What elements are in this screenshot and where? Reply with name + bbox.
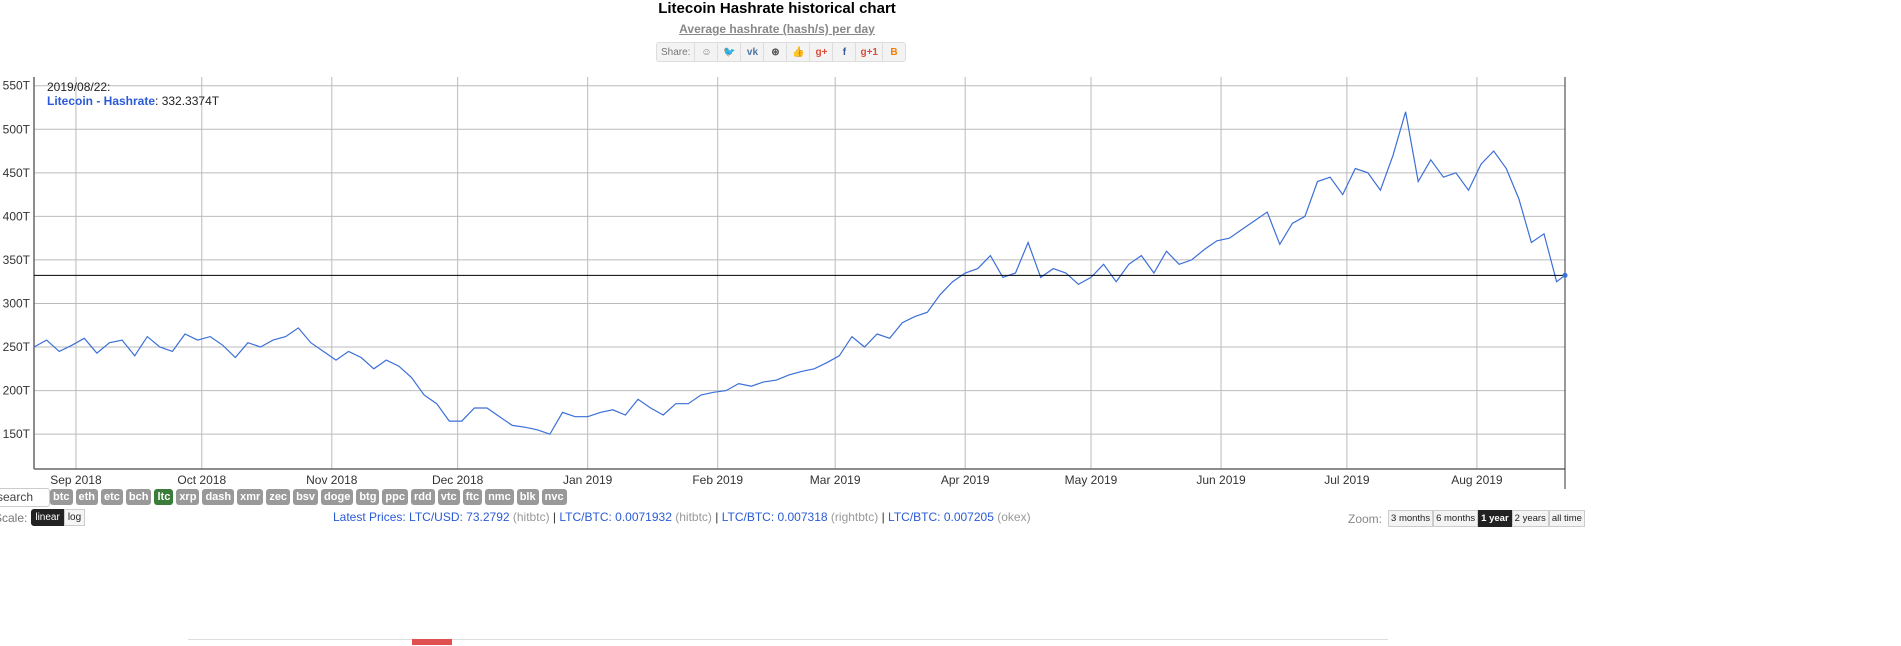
price-separator: | <box>711 510 722 524</box>
y-tick-label: 450T <box>3 166 31 180</box>
coin-selector: btc eth etc bch ltc xrp dash xmr zec bsv doge btg pp… <box>50 489 567 505</box>
share-label: Share: <box>657 43 696 61</box>
coin-button-doge[interactable]: doge <box>321 489 354 505</box>
tooltip-series: Litecoin - Hashrate <box>47 94 156 108</box>
scale-selector: Scale: linear log <box>0 509 86 526</box>
google-plus-icon[interactable]: g+ <box>810 43 834 61</box>
coin-button-dash[interactable]: dash <box>202 489 235 505</box>
scale-linear-button[interactable]: linear <box>31 509 64 526</box>
scale-label: Scale: <box>0 510 28 525</box>
google-plus-one-icon[interactable]: g+1 <box>856 43 883 61</box>
x-tick-label: Mar 2019 <box>810 473 861 487</box>
x-tick-label: Jul 2019 <box>1324 473 1370 487</box>
coin-button-ftc[interactable]: ftc <box>462 489 483 505</box>
coin-button-etc[interactable]: etc <box>101 489 123 505</box>
bottom-tab-active[interactable] <box>412 639 452 645</box>
price-source: (hitbtc) <box>512 510 550 524</box>
y-tick-label: 350T <box>3 253 31 267</box>
tooltip-value: : 332.3374T <box>155 94 220 108</box>
chart-tooltip: 2019/08/22: Litecoin - Hashrate: 332.337… <box>47 80 219 108</box>
zoom-button-3-months[interactable]: 3 months <box>1388 510 1434 527</box>
y-tick-label: 200T <box>3 384 31 398</box>
zoom-button-all-time[interactable]: all time <box>1548 510 1585 527</box>
coin-button-bsv[interactable]: bsv <box>293 489 319 505</box>
zoom-label: Zoom: <box>1348 511 1383 526</box>
x-tick-label: May 2019 <box>1065 473 1118 487</box>
vk-icon[interactable]: vk <box>741 43 765 61</box>
zoom-button-6-months[interactable]: 6 months <box>1433 510 1479 527</box>
x-tick-label: Aug 2019 <box>1451 473 1503 487</box>
scale-log-button[interactable]: log <box>63 509 86 526</box>
hover-point-marker <box>1562 272 1568 278</box>
x-tick-label: Sep 2018 <box>50 473 102 487</box>
zoom-button-2-years[interactable]: 2 years <box>1511 510 1549 527</box>
chart-title: Litecoin Hashrate historical chart <box>658 0 896 17</box>
coin-button-blk[interactable]: blk <box>516 489 539 505</box>
coin-button-xrp[interactable]: xrp <box>176 489 200 505</box>
x-tick-label: Jan 2019 <box>563 473 613 487</box>
coin-button-nmc[interactable]: nmc <box>485 489 514 505</box>
coin-search-input[interactable]: search <box>0 488 50 507</box>
coin-button-rdd[interactable]: rdd <box>410 489 435 505</box>
x-tick-label: Feb 2019 <box>692 473 743 487</box>
coin-button-zec[interactable]: zec <box>266 489 291 505</box>
latest-prices: Latest Prices: LTC/USD: 73.2792 (hitbtc)… <box>333 510 1031 524</box>
x-tick-label: Jun 2019 <box>1196 473 1246 487</box>
coin-button-btg[interactable]: btg <box>356 489 380 505</box>
coin-button-ltc[interactable]: ltc <box>154 489 174 505</box>
coin-button-ppc[interactable]: ppc <box>382 489 408 505</box>
y-tick-label: 550T <box>3 79 31 93</box>
hashrate-series-line <box>33 111 1566 435</box>
prices-label: Latest Prices: <box>333 510 406 524</box>
price-source: (okex) <box>997 510 1031 524</box>
share-bar: Share: ☺ 🐦 vk ⊛ 👍 g+ f g+1 B <box>656 42 906 62</box>
reddit-icon[interactable]: ☺ <box>695 43 719 61</box>
chart-subtitle-link[interactable]: Average hashrate (hash/s) per day <box>679 22 875 36</box>
x-tick-label: Dec 2018 <box>432 473 484 487</box>
coin-button-xmr[interactable]: xmr <box>237 489 264 505</box>
x-tick-label: Nov 2018 <box>306 473 358 487</box>
like-icon[interactable]: 👍 <box>787 43 811 61</box>
twitter-icon[interactable]: 🐦 <box>718 43 742 61</box>
y-tick-label: 300T <box>3 296 31 310</box>
price-pair[interactable]: LTC/USD: 73.2792 <box>409 510 510 524</box>
price-pair[interactable]: LTC/BTC: 0.007318 <box>721 510 828 524</box>
price-separator: | <box>549 510 560 524</box>
price-separator: | <box>878 510 889 524</box>
x-tick-label: Apr 2019 <box>941 473 990 487</box>
blogger-icon[interactable]: B <box>890 46 898 58</box>
price-source: (hitbtc) <box>675 510 712 524</box>
zoom-button-1-year[interactable]: 1 year <box>1478 510 1512 527</box>
y-tick-label: 500T <box>3 122 31 136</box>
zoom-selector: Zoom: 3 months 6 months 1 year 2 years all t… <box>1348 510 1585 527</box>
price-pair[interactable]: LTC/BTC: 0.0071932 <box>559 510 672 524</box>
y-tick-label: 150T <box>3 427 31 441</box>
weibo-icon[interactable]: ⊛ <box>764 43 788 61</box>
bottom-tab-strip <box>188 639 1388 646</box>
coin-button-eth[interactable]: eth <box>75 489 98 505</box>
price-pair[interactable]: LTC/BTC: 0.007205 <box>888 510 994 524</box>
price-source: (rightbtc) <box>830 510 879 524</box>
coin-button-btc[interactable]: btc <box>50 489 73 505</box>
coin-button-bch[interactable]: bch <box>125 489 152 505</box>
x-tick-label: Oct 2018 <box>177 473 226 487</box>
coin-button-nvc[interactable]: nvc <box>541 489 567 505</box>
tooltip-date: 2019/08/22: <box>47 80 111 94</box>
y-tick-label: 250T <box>3 340 31 354</box>
facebook-icon[interactable]: f <box>833 43 857 61</box>
hashrate-chart[interactable]: 150T 200T 250T 300T 350T 400T 450T 500T 550T Sep … <box>0 0 1901 500</box>
coin-button-vtc[interactable]: vtc <box>437 489 460 505</box>
y-tick-label: 400T <box>3 209 31 223</box>
